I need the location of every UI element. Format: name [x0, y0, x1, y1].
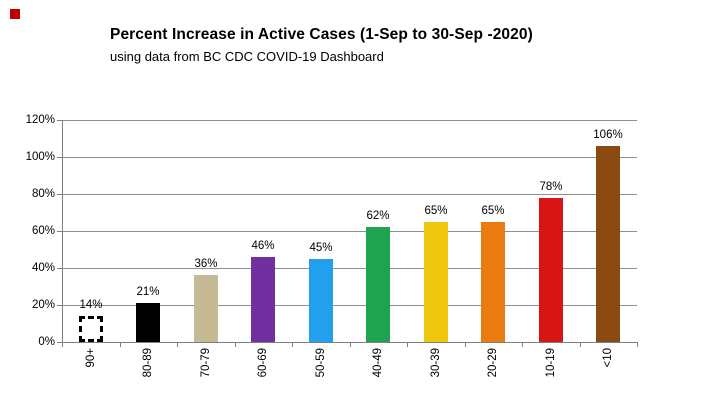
bar-value-label: 106%: [593, 129, 623, 141]
gridline: [62, 120, 637, 121]
x-axis-category-text: 70-79: [200, 348, 212, 378]
y-axis-label: 0%: [38, 336, 55, 348]
x-axis-category-text: <10: [602, 348, 614, 368]
y-axis: [62, 120, 63, 342]
x-axis-category-label: 60-69: [241, 348, 285, 402]
x-axis-category-label: 80-89: [126, 348, 170, 402]
bar: [366, 227, 390, 342]
x-axis: [62, 342, 638, 343]
x-axis-category-label: 30-39: [414, 348, 458, 402]
y-axis-tick: [57, 194, 62, 195]
bar-value-label: 65%: [424, 205, 448, 217]
y-axis-tick: [57, 157, 62, 158]
chart-subtitle: using data from BC CDC COVID-19 Dashboar…: [110, 49, 384, 64]
bar: [79, 316, 103, 342]
bar: [251, 257, 275, 342]
x-axis-category-text: 50-59: [315, 348, 327, 378]
y-axis-tick: [57, 305, 62, 306]
x-axis-category-text: 30-39: [430, 348, 442, 378]
gridline: [62, 157, 637, 158]
x-axis-category-label: 40-49: [356, 348, 400, 402]
y-axis-label: 20%: [31, 299, 55, 311]
x-axis-category-label: 50-59: [299, 348, 343, 402]
y-axis-label: 40%: [31, 262, 55, 274]
x-axis-category-label: 90+: [69, 348, 113, 402]
x-axis-category-label: <10: [586, 348, 630, 402]
bar-value-label: 45%: [309, 242, 333, 254]
x-axis-category-text: 40-49: [372, 348, 384, 378]
bar: [481, 222, 505, 342]
bar-value-label: 78%: [539, 181, 563, 193]
bar-value-label: 62%: [366, 210, 390, 222]
x-axis-category-text: 60-69: [257, 348, 269, 378]
gridline: [62, 231, 637, 232]
red-square-marker: [10, 9, 20, 19]
x-axis-tick: [407, 343, 408, 347]
x-axis-category-label: 10-19: [529, 348, 573, 402]
bar: [539, 198, 563, 342]
bar: [309, 259, 333, 342]
y-axis-tick: [57, 342, 62, 343]
bar: [596, 146, 620, 342]
y-axis-label: 120%: [25, 114, 55, 126]
x-axis-category-text: 80-89: [142, 348, 154, 378]
bar: [424, 222, 448, 342]
x-axis-tick: [350, 343, 351, 347]
x-axis-category-text: 10-19: [545, 348, 557, 378]
x-axis-category-label: 70-79: [184, 348, 228, 402]
y-axis-label: 100%: [25, 151, 55, 163]
x-axis-tick: [292, 343, 293, 347]
x-axis-tick: [580, 343, 581, 347]
x-axis-tick: [637, 343, 638, 347]
gridline: [62, 305, 637, 306]
y-axis-label: 80%: [31, 188, 55, 200]
x-axis-tick: [235, 343, 236, 347]
bar-value-label: 14%: [79, 299, 103, 311]
x-axis-tick: [522, 343, 523, 347]
gridline: [62, 194, 637, 195]
chart-title: Percent Increase in Active Cases (1-Sep …: [110, 26, 533, 43]
y-axis-label: 60%: [31, 225, 55, 237]
bar: [194, 275, 218, 342]
bar-value-label: 36%: [194, 258, 218, 270]
bar-value-label: 46%: [251, 240, 275, 252]
bar: [136, 303, 160, 342]
gridline: [62, 268, 637, 269]
bar-value-label: 21%: [136, 286, 160, 298]
bar-value-label: 65%: [481, 205, 505, 217]
x-axis-tick: [62, 343, 63, 347]
x-axis-category-label: 20-29: [471, 348, 515, 402]
x-axis-category-text: 20-29: [487, 348, 499, 378]
x-axis-tick: [465, 343, 466, 347]
y-axis-tick: [57, 120, 62, 121]
x-axis-category-text: 90+: [85, 348, 97, 368]
y-axis-tick: [57, 231, 62, 232]
x-axis-tick: [177, 343, 178, 347]
y-axis-tick: [57, 268, 62, 269]
x-axis-tick: [120, 343, 121, 347]
